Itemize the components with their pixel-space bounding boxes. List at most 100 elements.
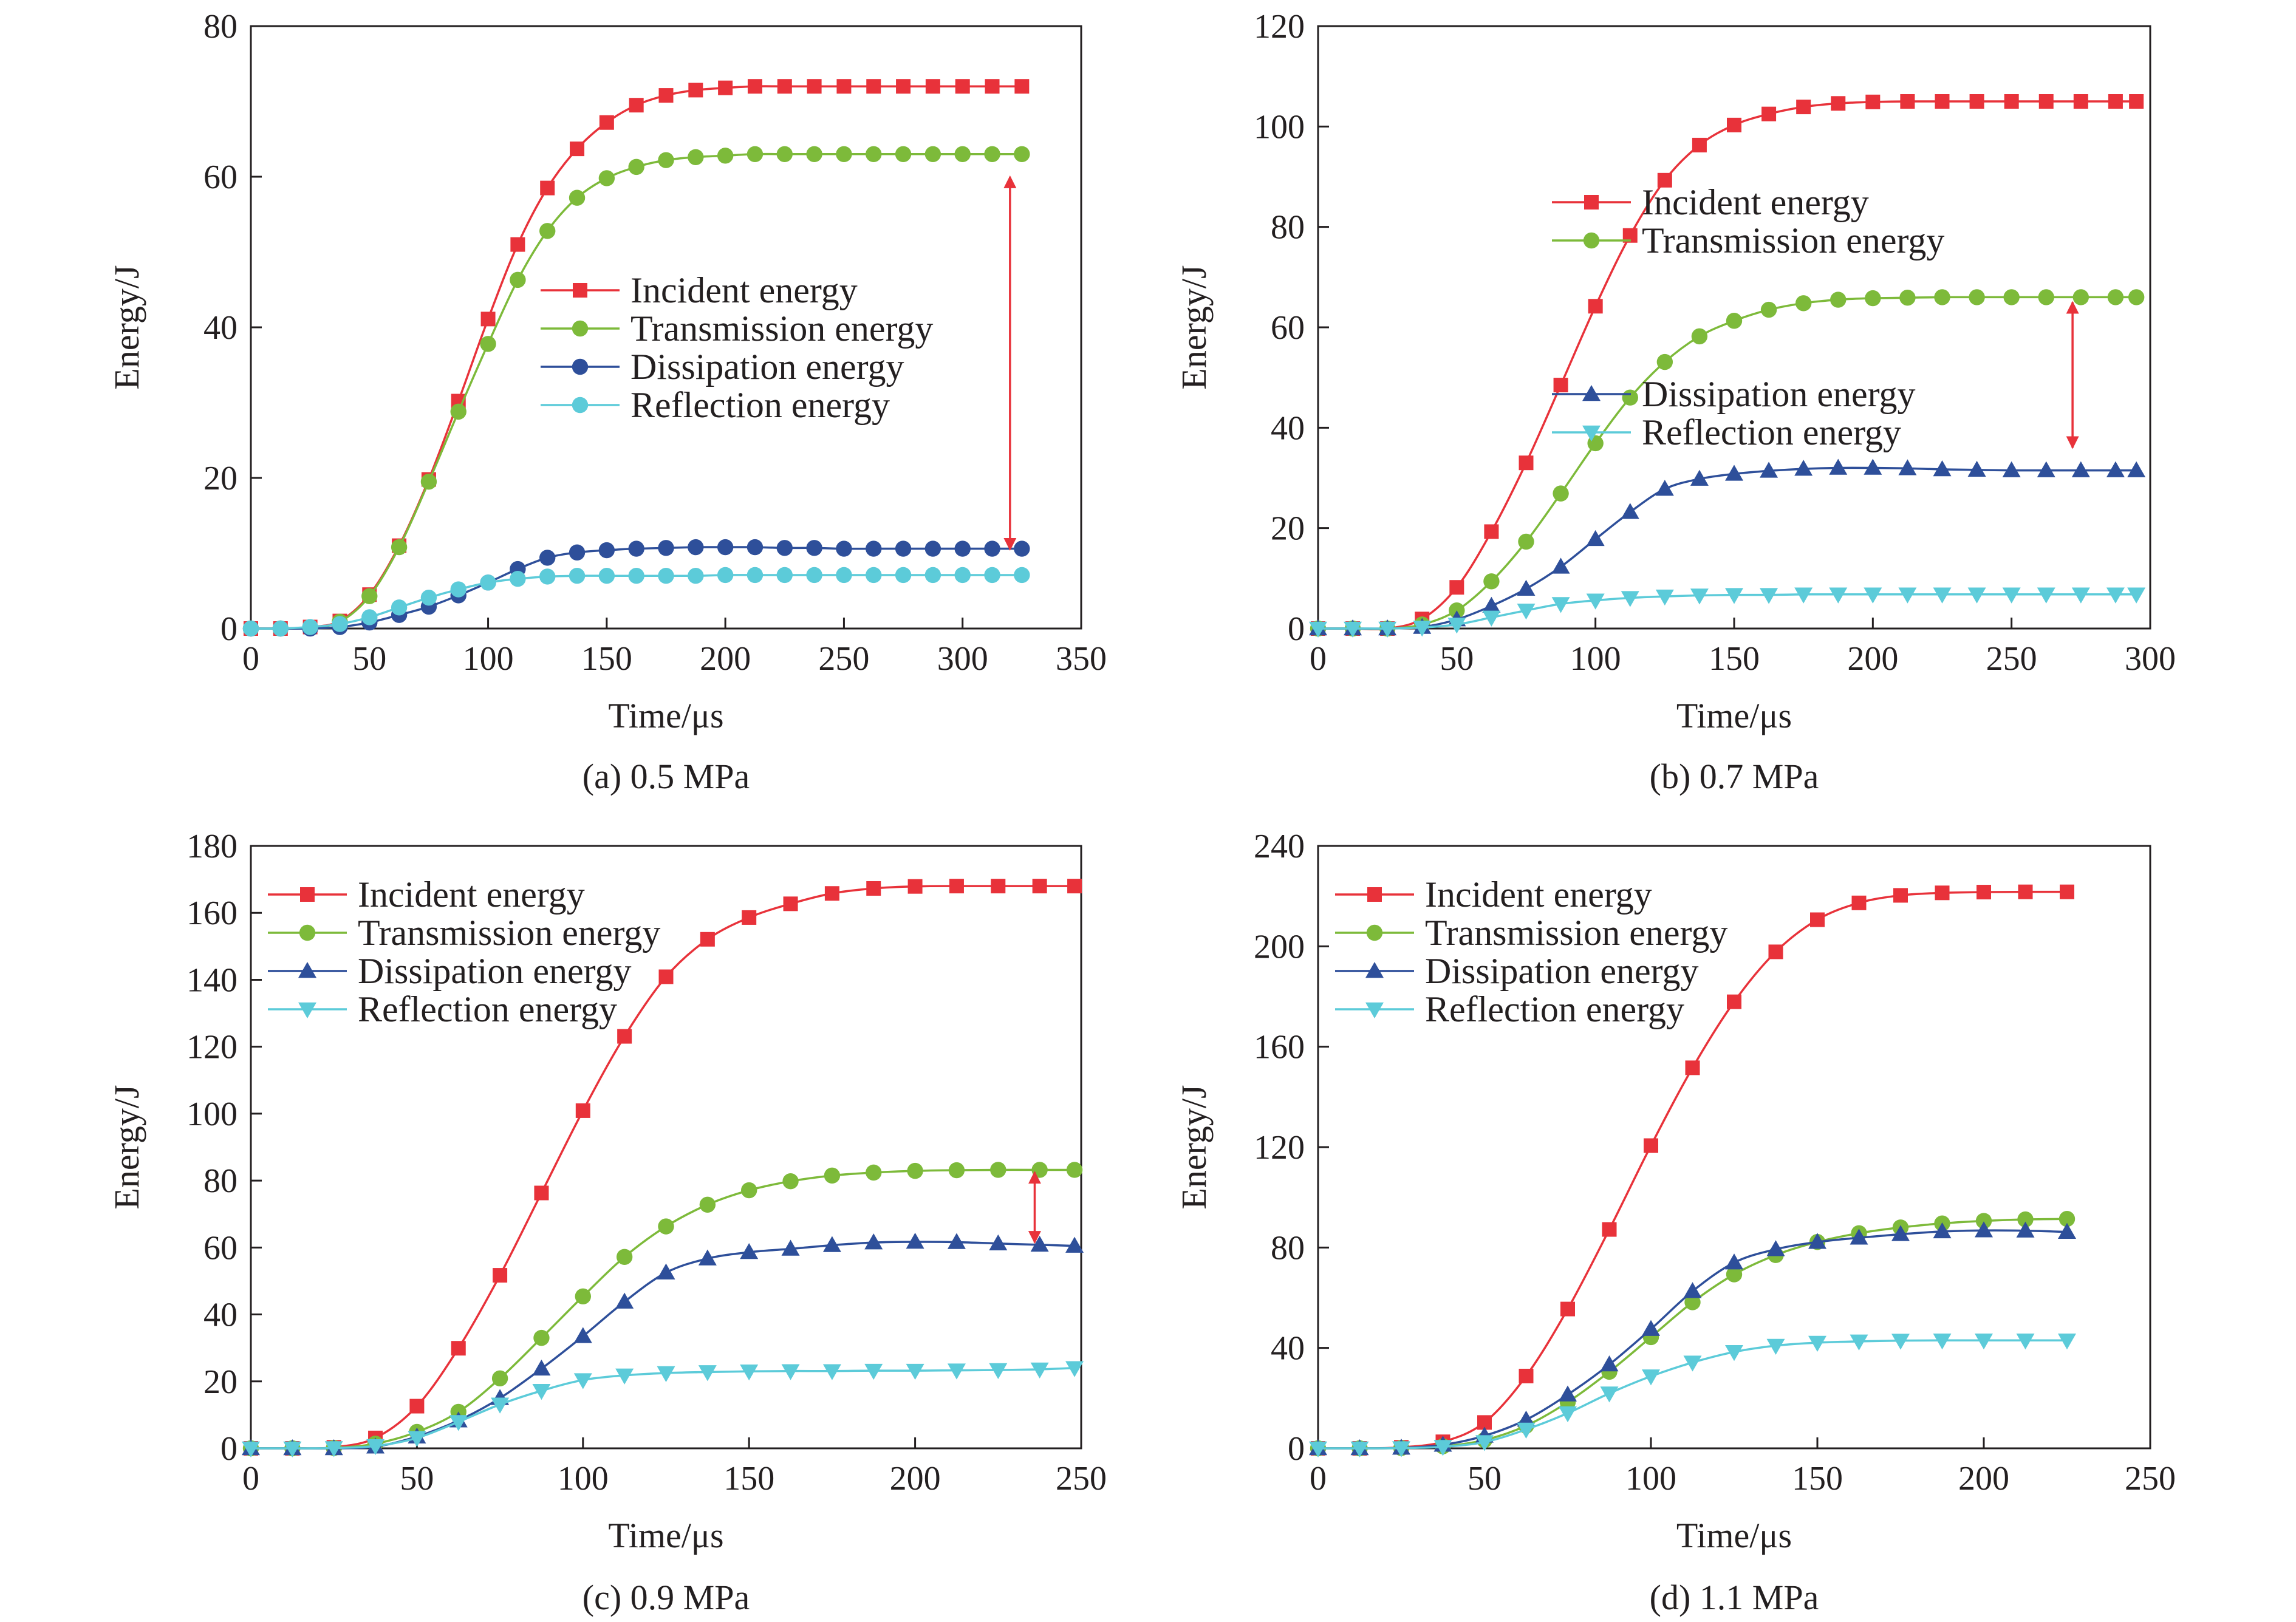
triangle-marker [573, 1327, 592, 1343]
triangle-down-marker [1365, 1002, 1384, 1018]
circle-marker [741, 1182, 757, 1199]
circle-marker [572, 358, 589, 375]
circle-marker [895, 146, 912, 162]
panel-caption: (c) 0.9 MPa [583, 1578, 750, 1617]
triangle-marker [822, 1236, 841, 1252]
square-marker [1865, 94, 1881, 109]
circle-marker [895, 567, 912, 584]
square-marker [1810, 912, 1825, 927]
triangle-marker [298, 962, 316, 978]
triangle-down-marker [1030, 1362, 1049, 1378]
square-marker [1761, 106, 1777, 121]
circle-marker [569, 189, 586, 206]
circle-marker [1014, 567, 1030, 584]
triangle-down-marker [1766, 1338, 1785, 1355]
square-marker [747, 79, 762, 94]
triangle-down-marker [657, 1366, 675, 1382]
x-tick-label: 150 [1709, 640, 1760, 678]
y-tick-label: 120 [1254, 8, 1305, 46]
triangle-down-marker [1559, 1406, 1577, 1423]
circle-marker [1583, 232, 1600, 249]
circle-marker [948, 1162, 965, 1179]
series-line [250, 885, 1075, 1450]
triangle-down-marker [1850, 1334, 1868, 1351]
triangle-down-marker [1967, 587, 1986, 604]
y-tick-label: 240 [1254, 828, 1305, 865]
circle-marker [420, 589, 437, 606]
legend-item-dissipation: Dissipation energy [1335, 951, 1699, 991]
triangle-marker [1850, 1228, 1868, 1245]
triangle-down-marker [573, 1373, 592, 1389]
square-marker [1727, 994, 1741, 1009]
legend-item-transmission: Transmission energy [1335, 913, 1727, 953]
triangle-down-marker [2002, 587, 2021, 604]
circle-marker [1830, 291, 1847, 308]
square-marker [1584, 195, 1599, 210]
legend-label: Transmission energy [1642, 220, 1944, 261]
circle-marker [747, 567, 764, 584]
triangle-marker [532, 1359, 551, 1376]
circle-marker [924, 146, 941, 162]
square-marker [1727, 117, 1741, 132]
triangle-down-marker [1344, 621, 1362, 638]
legend-item-reflection: Reflection energy [1335, 989, 1684, 1029]
legend-label: Dissipation energy [1425, 951, 1699, 991]
panel-caption: (a) 0.5 MPa [583, 757, 750, 796]
triangle-marker [864, 1233, 883, 1250]
triangle-marker [1655, 480, 1674, 496]
legend-label: Incident energy [630, 270, 858, 310]
triangle-down-marker [1350, 1441, 1369, 1457]
series-line [1317, 890, 2068, 1450]
triangle-down-marker [2127, 587, 2146, 604]
circle-marker [598, 542, 615, 559]
circle-marker [1934, 289, 1950, 305]
x-tick-label: 100 [1570, 640, 1621, 678]
circle-marker [1899, 290, 1916, 306]
square-marker [451, 1341, 466, 1356]
square-marker [575, 1103, 590, 1118]
circle-marker [1865, 290, 1881, 307]
legend-item-dissipation: Dissipation energy [268, 951, 632, 991]
triangle-marker [2127, 461, 2146, 477]
circle-marker [572, 320, 589, 337]
square-marker [658, 88, 674, 103]
square-marker [896, 79, 911, 94]
series-dissipation [1309, 458, 2146, 636]
square-marker [1367, 887, 1382, 902]
square-marker [300, 887, 315, 902]
circle-marker [332, 616, 348, 632]
legend-item-transmission: Transmission energy [1552, 220, 1944, 261]
legend-label: Dissipation energy [358, 951, 632, 991]
y-tick-label: 40 [203, 309, 237, 347]
circle-marker [954, 567, 971, 584]
triangle-down-marker [615, 1368, 634, 1385]
triangle-marker [1586, 530, 1605, 547]
triangle-down-marker [1378, 621, 1397, 638]
series-line [1318, 296, 2137, 630]
triangle-down-marker [1725, 1345, 1743, 1361]
triangle-down-marker [2106, 587, 2125, 604]
x-tick-label: 200 [1958, 1460, 2009, 1498]
legend-item-reflection: Reflection energy [1552, 412, 1901, 452]
triangle-down-marker [864, 1363, 883, 1380]
square-marker [1796, 100, 1811, 115]
circle-marker [1553, 485, 1569, 502]
triangle-down-marker [1808, 1335, 1826, 1352]
chart-panel-b: 0 50 100 150 200 250 300 0 20 40 60 80 100 120 Time/μs… [1174, 8, 2176, 796]
x-tick-label: 150 [723, 1460, 774, 1498]
circle-marker [658, 568, 674, 584]
y-axis-label: Energy/J [107, 265, 146, 389]
square-marker [1692, 137, 1707, 152]
circle-marker [806, 540, 822, 556]
triangle-marker [1621, 503, 1639, 519]
triangle-down-marker [1621, 591, 1639, 607]
circle-marker [658, 1218, 674, 1235]
triangle-down-marker [1933, 587, 1952, 604]
square-marker [777, 79, 792, 94]
chart-panel-c: 0 50 100 150 200 250 0 20 40 60 80 100 120 140 160 180 T… [107, 828, 1107, 1617]
triangle-down-marker [449, 1415, 468, 1431]
square-marker [949, 879, 964, 894]
series-reflection [242, 567, 1030, 637]
square-marker [2073, 94, 2088, 109]
